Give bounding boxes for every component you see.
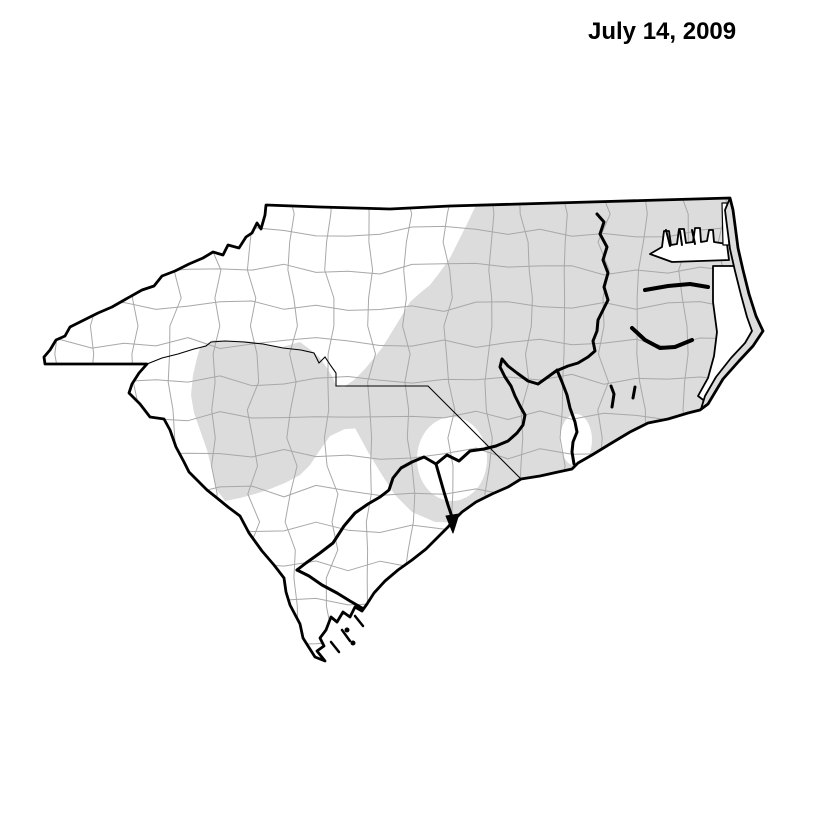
cape-fear-river xyxy=(555,368,579,466)
county-line xyxy=(52,198,64,661)
santee-coastal-branch xyxy=(295,568,364,610)
sea-island-2 xyxy=(350,640,356,646)
estuaries xyxy=(609,229,710,409)
county-line xyxy=(44,632,763,646)
sea-island-1 xyxy=(344,627,350,633)
sound-finger-2 xyxy=(679,230,683,246)
neuse-river xyxy=(630,326,694,350)
county-line xyxy=(44,300,763,312)
county-line xyxy=(753,198,763,661)
county-line xyxy=(89,198,103,661)
county-line xyxy=(44,337,763,350)
water-features xyxy=(649,202,755,403)
charleston-inlet-1 xyxy=(353,614,365,628)
albemarle-sound xyxy=(649,227,730,263)
county-line xyxy=(44,595,763,607)
county-line xyxy=(323,198,339,661)
sound-finger-3 xyxy=(691,229,696,245)
shaded-region-west xyxy=(191,340,478,505)
county-line xyxy=(44,373,763,387)
county-line xyxy=(365,198,376,661)
county-line xyxy=(129,198,142,661)
new-river-inlet xyxy=(609,384,616,409)
charleston-inlet-2 xyxy=(340,628,352,643)
white-oak-inlet xyxy=(631,385,637,400)
state-outline xyxy=(42,196,765,663)
unshaded-hole-coastal xyxy=(560,414,592,466)
pamlico-river xyxy=(643,282,710,292)
lower-peedee-branch xyxy=(434,462,454,519)
map-date-title: July 14, 2009 xyxy=(588,18,737,45)
chowan-peedee-river xyxy=(295,212,610,572)
nc-sc-border xyxy=(146,340,522,480)
sound-finger-1 xyxy=(665,229,671,247)
charleston-inlet-3 xyxy=(329,640,341,654)
